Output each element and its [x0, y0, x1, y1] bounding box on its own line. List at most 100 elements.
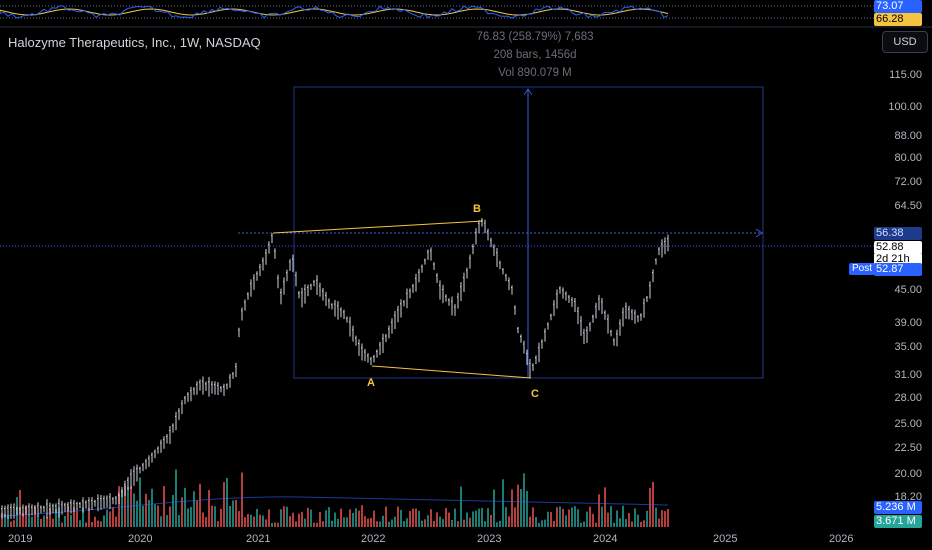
volume-bar	[7, 515, 9, 527]
volume-bar	[409, 511, 411, 527]
volume-bar	[451, 519, 453, 527]
volume-bar	[85, 522, 87, 527]
volume-bar	[286, 506, 288, 527]
volume-bar	[499, 520, 501, 527]
volume-bar	[472, 511, 474, 527]
volume-bar	[94, 516, 96, 527]
volume-bar	[325, 510, 327, 527]
wave-label-b: B	[473, 203, 481, 215]
volume-bar	[460, 486, 462, 527]
volume-bar	[466, 512, 468, 527]
volume-bar	[598, 494, 600, 527]
volume-bar	[61, 522, 63, 527]
volume-bar	[274, 522, 276, 527]
volume-bar	[1, 512, 3, 527]
volume-bar	[199, 483, 201, 527]
volume-bar	[379, 521, 381, 527]
volume-bar	[163, 486, 165, 527]
volume-bar	[109, 511, 111, 527]
volume-bar	[358, 510, 360, 527]
volume-bar	[583, 521, 585, 527]
volume-bar	[361, 505, 363, 527]
volume-bar	[292, 512, 294, 527]
currency-button[interactable]: USD	[882, 31, 928, 53]
volume-bar	[151, 488, 153, 527]
volume-bar	[244, 517, 246, 527]
volume-bar	[217, 521, 219, 527]
volume-bar	[601, 506, 603, 527]
volume-bar	[115, 516, 117, 527]
price-axis-label: 28.00	[894, 392, 922, 404]
volume-bar	[622, 505, 624, 527]
volume-bar	[646, 510, 648, 527]
volume-bar	[334, 512, 336, 527]
volume-bar	[640, 521, 642, 527]
rsi-pane	[0, 5, 669, 19]
volume-bar	[415, 508, 417, 527]
volume-tag-2: 3.671 M	[874, 515, 922, 528]
volume-bar	[628, 513, 630, 527]
volume-bar	[223, 482, 225, 527]
volume-bar	[427, 515, 429, 527]
volume-bar	[424, 519, 426, 527]
volume-bar	[400, 509, 402, 527]
ticker-title: Halozyme Therapeutics, Inc., 1W, NASDAQ	[8, 35, 261, 50]
volume-bar	[562, 508, 564, 527]
time-axis-label: 2020	[128, 533, 153, 545]
volume-bar	[508, 516, 510, 527]
wave-label-a: A	[367, 377, 375, 389]
volume-bar	[442, 519, 444, 527]
volume-bar	[13, 520, 15, 527]
volume-bar	[139, 477, 141, 527]
volume-bar	[421, 520, 423, 527]
volume-bar	[457, 521, 459, 527]
volume-bar	[625, 519, 627, 527]
volume-bar	[91, 522, 93, 527]
volume-bar	[382, 515, 384, 527]
volume-bar	[205, 517, 207, 527]
measure-level-tag: 56.38	[874, 227, 922, 240]
volume-bar	[607, 512, 609, 527]
volume-bar	[655, 507, 657, 527]
volume-bar	[250, 514, 252, 527]
volume-bar	[319, 512, 321, 527]
volume-bar	[277, 522, 279, 527]
post-market-price-tag: 52.87	[874, 263, 922, 276]
volume-bar	[397, 506, 399, 527]
volume-bar	[178, 515, 180, 527]
volume-bar	[547, 511, 549, 527]
volume-bar	[523, 473, 525, 527]
volume-bar	[667, 509, 669, 527]
volume-bar	[289, 516, 291, 527]
volume-bar	[559, 506, 561, 527]
volume-bar	[496, 522, 498, 527]
volume-bar	[202, 512, 204, 527]
volume-bar	[283, 506, 285, 527]
volume-bar	[160, 516, 162, 527]
last-price-tag: 52.88	[874, 241, 922, 254]
volume-bar	[544, 519, 546, 527]
volume-bar	[373, 510, 375, 527]
volume-bar	[154, 504, 156, 527]
volume-bar	[37, 515, 39, 527]
volume-bar	[310, 509, 312, 527]
volume-bar	[517, 484, 519, 527]
volume-bar	[100, 521, 102, 527]
volume-bar	[181, 497, 183, 527]
volume-bar	[511, 489, 513, 527]
time-axis-label: 2026	[829, 533, 854, 545]
measure-volume: Vol 890.079 M	[498, 67, 572, 79]
volume-bar	[214, 506, 216, 527]
volume-ma-line	[0, 496, 669, 517]
volume-bar	[340, 508, 342, 527]
wave-line-a-b	[272, 220, 484, 234]
volume-bar	[304, 518, 306, 527]
volume-bar	[637, 514, 639, 527]
volume-bar	[664, 511, 666, 527]
volume-bar	[256, 508, 258, 527]
volume-bar	[157, 505, 159, 527]
volume-bar	[550, 512, 552, 527]
volume-bar	[553, 520, 555, 527]
price-axis-label: 100.00	[888, 101, 922, 113]
